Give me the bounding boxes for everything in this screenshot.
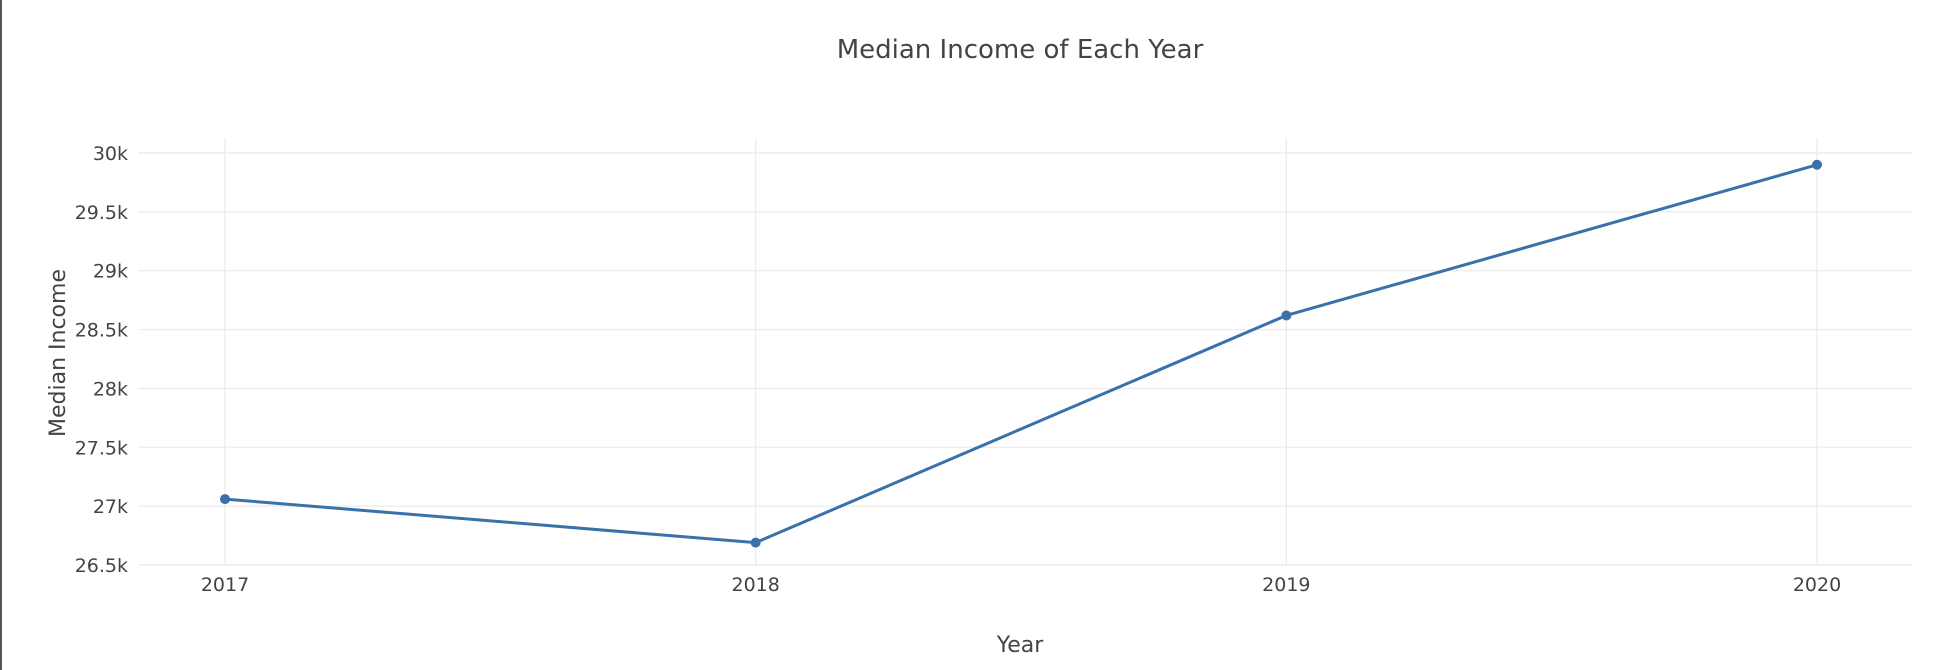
window-edge [0,0,2,670]
y-tick-label: 29.5k [75,202,128,224]
y-axis-title: Median Income [46,269,71,437]
x-tick-label: 2020 [1793,574,1841,596]
x-tick-label: 2018 [731,574,779,596]
x-axis: 2017 2018 2019 2020 [201,574,1841,596]
data-point[interactable] [220,494,230,505]
x-axis-title: Year [996,633,1045,658]
y-tick-label: 26.5k [75,555,128,577]
chart-title: Median Income of Each Year [837,35,1204,65]
data-point[interactable] [1281,310,1292,321]
y-tick-label: 30k [93,143,128,165]
x-tick-label: 2019 [1262,574,1310,596]
y-axis: 26.5k 27k 27.5k 28k 28.5k 29k 29.5k 30k [75,143,128,577]
y-tick-label: 27k [93,496,128,518]
grid [138,138,1912,566]
y-tick-label: 28k [93,378,128,400]
y-tick-label: 29k [93,261,128,283]
data-point[interactable] [1812,159,1822,170]
y-tick-label: 27.5k [75,437,128,459]
y-tick-label: 28.5k [75,320,128,342]
data-point[interactable] [750,537,761,548]
series-layer [220,159,1822,548]
x-tick-label: 2017 [201,574,249,596]
series-line [224,163,1818,545]
